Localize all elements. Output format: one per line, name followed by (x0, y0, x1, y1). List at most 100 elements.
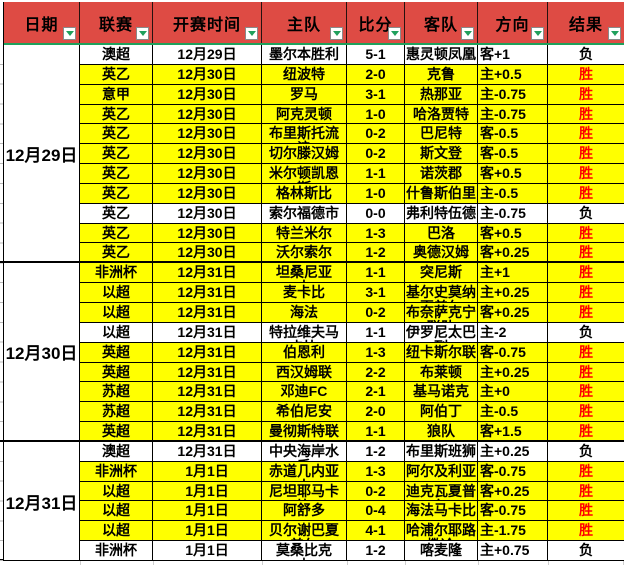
kickoff-cell[interactable]: 12月30日 (153, 144, 262, 164)
kickoff-cell[interactable]: 12月30日 (153, 183, 262, 203)
header-league[interactable]: 联赛 (80, 2, 153, 43)
score-cell[interactable]: 1-3 (347, 342, 405, 362)
direction-cell[interactable]: 主-0.5 (478, 402, 548, 422)
kickoff-cell[interactable]: 1月1日 (153, 501, 262, 521)
league-cell[interactable]: 苏超 (80, 402, 153, 422)
league-cell[interactable]: 英乙 (80, 124, 153, 144)
home-team-cell[interactable]: 希伯尼安 (262, 402, 347, 422)
home-team-cell[interactable]: 特兰米尔 (262, 223, 347, 243)
result-cell[interactable]: 胜 (548, 263, 624, 282)
result-cell[interactable]: 负 (548, 323, 624, 342)
away-team-cell[interactable]: 阿尔及利亚 (405, 461, 478, 481)
kickoff-cell[interactable]: 12月31日 (153, 322, 262, 342)
header-home[interactable]: 主队 (262, 2, 347, 43)
away-team-cell[interactable]: 诺茨郡 (405, 164, 478, 183)
away-team-cell[interactable]: 克鲁 (405, 64, 478, 84)
score-cell[interactable]: 1-3 (347, 461, 405, 481)
date-group-cell[interactable]: 12月31日 (4, 441, 80, 562)
home-team-cell[interactable]: 布里斯托流浪 (262, 124, 347, 144)
kickoff-cell[interactable]: 12月31日 (153, 362, 262, 382)
away-team-cell[interactable]: 斯文登 (405, 144, 478, 164)
away-team-cell[interactable]: 喀麦隆 (405, 541, 478, 560)
kickoff-cell[interactable]: 12月30日 (153, 223, 262, 243)
header-direction[interactable]: 方向 (478, 2, 548, 43)
league-cell[interactable]: 意甲 (80, 84, 153, 104)
home-team-cell[interactable]: 阿舒多 (262, 501, 347, 521)
home-team-cell[interactable]: 莫桑比克(中) (262, 541, 347, 560)
away-team-cell[interactable]: 奥德汉姆 (405, 243, 478, 262)
kickoff-cell[interactable]: 12月30日 (153, 104, 262, 124)
score-cell[interactable]: 2-1 (347, 382, 405, 402)
league-cell[interactable]: 以超 (80, 481, 153, 501)
kickoff-cell[interactable]: 1月1日 (153, 461, 262, 481)
league-cell[interactable]: 英乙 (80, 164, 153, 183)
league-cell[interactable]: 以超 (80, 501, 153, 521)
score-cell[interactable]: 1-2 (347, 243, 405, 262)
league-cell[interactable]: 以超 (80, 283, 153, 302)
kickoff-cell[interactable]: 1月1日 (153, 481, 262, 501)
result-cell[interactable]: 胜 (548, 164, 624, 183)
direction-cell[interactable]: 客-0.75 (478, 461, 548, 481)
direction-cell[interactable]: 主+0.25 (478, 283, 548, 302)
away-team-cell[interactable]: 突尼斯 (405, 263, 478, 283)
filter-dropdown-button[interactable] (245, 27, 258, 40)
result-cell[interactable]: 胜 (548, 144, 624, 163)
score-cell[interactable]: 2-0 (347, 64, 405, 84)
kickoff-cell[interactable]: 12月31日 (153, 382, 262, 402)
away-team-cell[interactable]: 哈浦尔耶路撒冷 (405, 521, 478, 541)
score-cell[interactable]: 0-0 (347, 203, 405, 223)
kickoff-cell[interactable]: 1月1日 (153, 541, 262, 560)
score-cell[interactable]: 1-2 (347, 441, 405, 461)
result-cell[interactable]: 胜 (548, 224, 624, 243)
result-cell[interactable]: 胜 (548, 363, 624, 382)
header-kickoff[interactable]: 开赛时间 (153, 2, 262, 43)
score-cell[interactable]: 3-1 (347, 283, 405, 302)
filter-dropdown-button[interactable] (388, 27, 401, 40)
league-cell[interactable]: 以超 (80, 302, 153, 322)
result-cell[interactable]: 胜 (548, 501, 624, 520)
direction-cell[interactable]: 主+1 (478, 263, 548, 283)
home-team-cell[interactable]: 格林斯比 (262, 183, 347, 203)
result-cell[interactable]: 胜 (548, 184, 624, 203)
home-team-cell[interactable]: 纽波特 (262, 64, 347, 84)
home-team-cell[interactable]: 索尔福德市 (262, 203, 347, 223)
home-team-cell[interactable]: 伯恩利 (262, 342, 347, 362)
kickoff-cell[interactable]: 12月29日 (153, 45, 262, 64)
filter-dropdown-button[interactable] (461, 27, 474, 40)
direction-cell[interactable]: 客+1 (478, 45, 548, 64)
kickoff-cell[interactable]: 12月31日 (153, 263, 262, 283)
home-team-cell[interactable]: 邓迪FC (262, 382, 347, 402)
direction-cell[interactable]: 客+0.5 (478, 164, 548, 183)
league-cell[interactable]: 英乙 (80, 104, 153, 124)
score-cell[interactable]: 0-2 (347, 481, 405, 501)
result-cell[interactable]: 胜 (548, 462, 624, 481)
result-cell[interactable]: 胜 (548, 124, 624, 143)
league-cell[interactable]: 澳超 (80, 45, 153, 64)
filter-dropdown-button[interactable] (330, 27, 343, 40)
kickoff-cell[interactable]: 12月30日 (153, 164, 262, 183)
score-cell[interactable]: 1-1 (347, 322, 405, 342)
result-cell[interactable]: 胜 (548, 402, 624, 421)
score-cell[interactable]: 1-3 (347, 223, 405, 243)
kickoff-cell[interactable]: 12月31日 (153, 422, 262, 440)
result-cell[interactable]: 胜 (548, 65, 624, 84)
away-team-cell[interactable]: 惠灵顿凤凰 (405, 45, 478, 64)
league-cell[interactable]: 非洲杯 (80, 263, 153, 283)
direction-cell[interactable]: 主-1.75 (478, 521, 548, 541)
kickoff-cell[interactable]: 12月31日 (153, 342, 262, 362)
direction-cell[interactable]: 主-2 (478, 322, 548, 342)
result-cell[interactable]: 胜 (548, 422, 624, 440)
direction-cell[interactable]: 主+0.5 (478, 64, 548, 84)
result-cell[interactable]: 胜 (548, 105, 624, 124)
direction-cell[interactable]: 主-0.75 (478, 203, 548, 223)
direction-cell[interactable]: 客-0.75 (478, 501, 548, 521)
header-away[interactable]: 客队 (405, 2, 478, 43)
result-cell[interactable]: 胜 (548, 303, 624, 322)
result-cell[interactable]: 负 (548, 541, 624, 560)
league-cell[interactable]: 苏超 (80, 382, 153, 402)
away-team-cell[interactable]: 基尔史莫纳夏普尔 (405, 283, 478, 302)
score-cell[interactable]: 5-1 (347, 45, 405, 64)
league-cell[interactable]: 非洲杯 (80, 461, 153, 481)
home-team-cell[interactable]: 麦卡比 (262, 283, 347, 302)
direction-cell[interactable]: 主-0.5 (478, 183, 548, 203)
